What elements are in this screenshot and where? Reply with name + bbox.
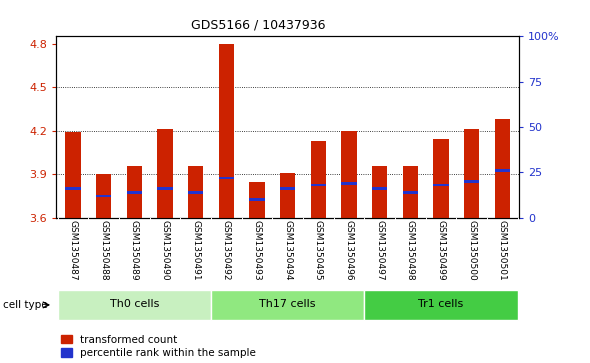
Bar	[65, 187, 81, 190]
Bar	[96, 195, 112, 197]
Bar	[280, 173, 295, 218]
Text: GSM1350501: GSM1350501	[498, 220, 507, 281]
Bar	[310, 141, 326, 218]
Bar	[58, 290, 211, 319]
Bar	[127, 191, 142, 194]
Bar	[158, 129, 173, 218]
Bar	[494, 169, 510, 172]
Bar	[433, 184, 448, 187]
Bar	[494, 119, 510, 218]
Bar	[219, 176, 234, 179]
Text: GSM1350499: GSM1350499	[437, 220, 445, 281]
Text: GSM1350497: GSM1350497	[375, 220, 384, 281]
Bar	[372, 166, 387, 218]
Text: GSM1350489: GSM1350489	[130, 220, 139, 281]
Text: GSM1350498: GSM1350498	[406, 220, 415, 281]
Text: GSM1350488: GSM1350488	[99, 220, 108, 281]
Text: cell type: cell type	[3, 300, 48, 310]
Bar	[464, 129, 479, 218]
Text: Th0 cells: Th0 cells	[110, 299, 159, 309]
Bar	[96, 174, 112, 218]
Bar	[188, 166, 204, 218]
Legend: transformed count, percentile rank within the sample: transformed count, percentile rank withi…	[61, 335, 256, 358]
Bar	[310, 184, 326, 187]
Bar	[341, 131, 356, 218]
Bar	[364, 290, 517, 319]
Bar	[341, 182, 356, 185]
Bar	[65, 132, 81, 218]
Text: GSM1350491: GSM1350491	[191, 220, 200, 281]
Text: GSM1350493: GSM1350493	[253, 220, 261, 281]
Text: GSM1350500: GSM1350500	[467, 220, 476, 281]
Bar	[280, 187, 295, 190]
Bar	[158, 187, 173, 190]
Bar	[250, 198, 265, 201]
Text: GSM1350492: GSM1350492	[222, 220, 231, 280]
Bar	[250, 182, 265, 218]
Text: GSM1350495: GSM1350495	[314, 220, 323, 281]
Text: GDS5166 / 10437936: GDS5166 / 10437936	[191, 18, 325, 31]
Bar	[464, 180, 479, 183]
Text: GSM1350487: GSM1350487	[68, 220, 77, 281]
Bar	[127, 166, 142, 218]
Text: GSM1350494: GSM1350494	[283, 220, 292, 280]
Bar	[211, 290, 364, 319]
Text: GSM1350490: GSM1350490	[160, 220, 169, 281]
Text: GSM1350496: GSM1350496	[345, 220, 353, 281]
Bar	[433, 139, 448, 218]
Text: Tr1 cells: Tr1 cells	[418, 299, 464, 309]
Bar	[372, 187, 387, 190]
Bar	[402, 191, 418, 194]
Bar	[219, 44, 234, 218]
Bar	[188, 191, 204, 194]
Text: Th17 cells: Th17 cells	[260, 299, 316, 309]
Bar	[402, 166, 418, 218]
